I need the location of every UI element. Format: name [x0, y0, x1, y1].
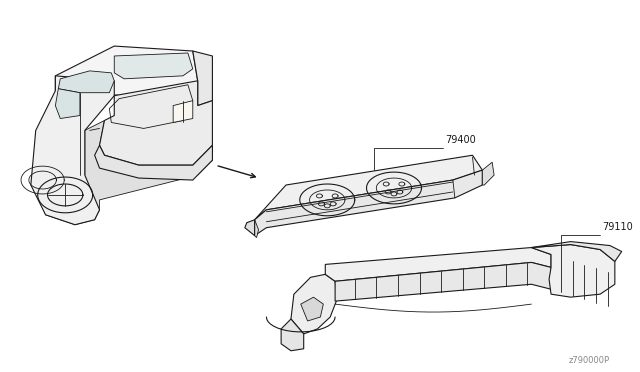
Polygon shape — [31, 76, 115, 225]
Text: 79110: 79110 — [602, 222, 633, 232]
Polygon shape — [531, 244, 615, 297]
Polygon shape — [255, 220, 259, 238]
Polygon shape — [301, 297, 323, 321]
Polygon shape — [281, 319, 304, 351]
Polygon shape — [255, 170, 483, 235]
Polygon shape — [325, 247, 551, 281]
Polygon shape — [291, 274, 337, 334]
Polygon shape — [531, 241, 621, 262]
Text: 79400: 79400 — [445, 135, 476, 145]
Polygon shape — [173, 101, 193, 122]
Polygon shape — [95, 145, 212, 180]
Text: z790000P: z790000P — [569, 356, 610, 365]
Polygon shape — [483, 162, 494, 185]
Polygon shape — [255, 155, 483, 220]
Polygon shape — [56, 46, 198, 101]
Polygon shape — [36, 121, 212, 225]
Polygon shape — [335, 262, 551, 301]
Polygon shape — [115, 53, 193, 79]
Polygon shape — [58, 71, 115, 93]
Polygon shape — [245, 220, 255, 235]
Polygon shape — [56, 89, 80, 119]
Polygon shape — [193, 51, 212, 106]
Polygon shape — [100, 81, 212, 165]
